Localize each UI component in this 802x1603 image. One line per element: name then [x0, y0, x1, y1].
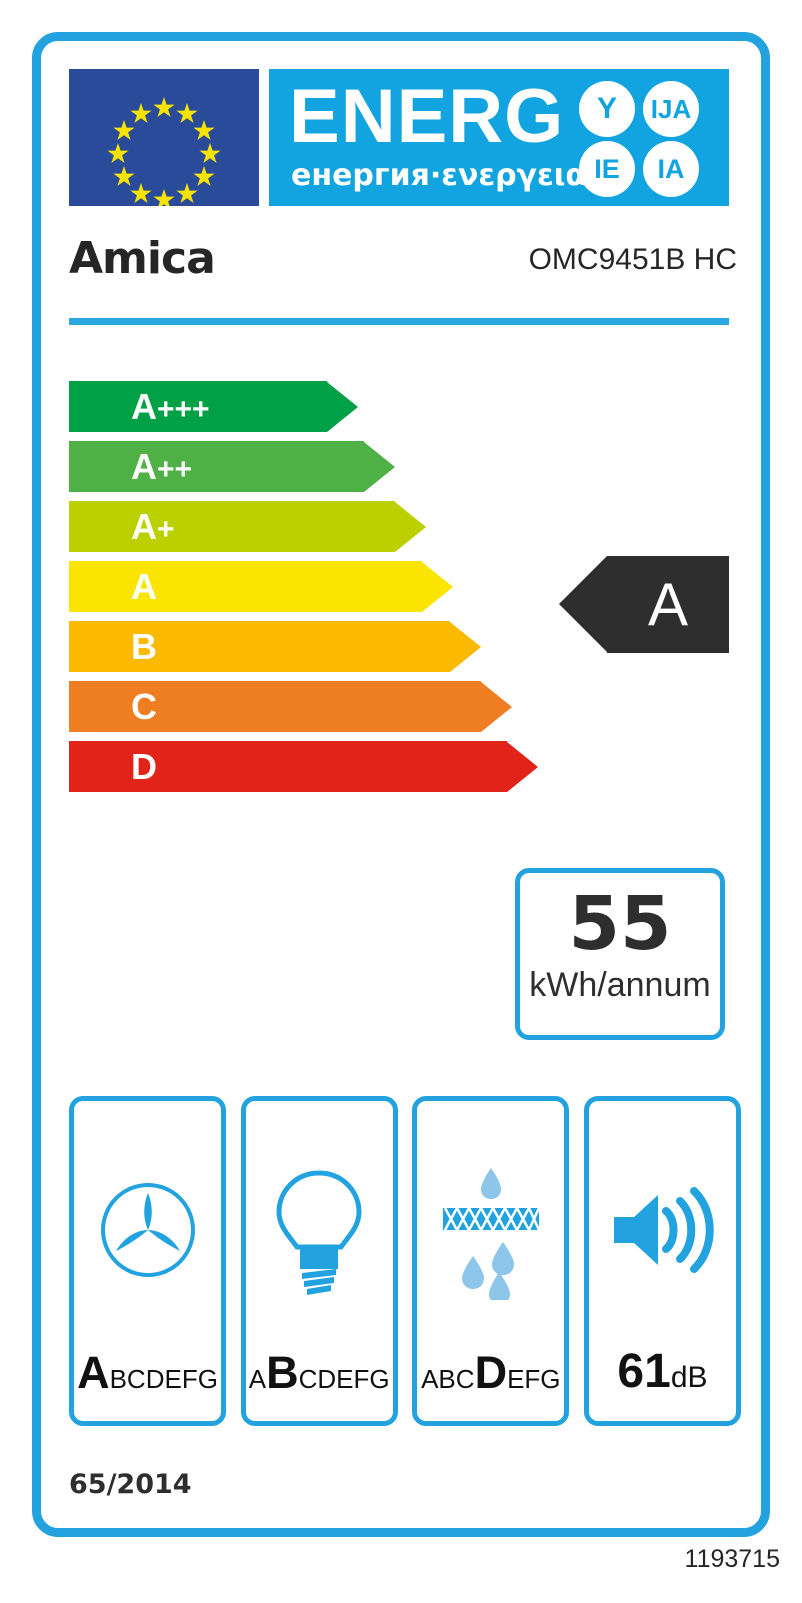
- regulation-reference: 65/2014: [69, 1469, 192, 1500]
- rating-arrow: A: [559, 556, 729, 653]
- energy-class-bar-tip: [450, 621, 481, 672]
- energy-class-label: D: [131, 745, 157, 787]
- energy-label-frame: ENERG енергия·ενεργεια Y IJA IE IA Amica…: [32, 32, 770, 1537]
- rating-arrow-letter: A: [647, 571, 689, 638]
- energy-class-bar: A+: [69, 501, 539, 552]
- metric-box: ABCDEFG: [69, 1096, 226, 1426]
- energy-class-bar-body: A+++: [69, 381, 327, 432]
- energ-word: ENERG: [289, 74, 565, 159]
- energ-banner: ENERG енергия·ενεργεια Y IJA IE IA: [269, 69, 729, 206]
- energy-class-bar: A: [69, 561, 539, 612]
- energy-class-bar-body: A+: [69, 501, 395, 552]
- fan-icon: [74, 1135, 221, 1325]
- energy-class-bar: C: [69, 681, 539, 732]
- rating-arrow-body: [607, 556, 729, 653]
- document-id: 1193715: [684, 1545, 780, 1573]
- energy-class-bar: A++: [69, 441, 539, 492]
- energy-consumption-box: 55 kWh/annum: [515, 868, 725, 1040]
- energy-class-scale: A+++ A++ A+ A B C D: [69, 381, 539, 801]
- lamp-icon: [246, 1135, 393, 1325]
- energy-class-label: A++: [131, 445, 193, 487]
- energy-class-bar-tip: [507, 741, 538, 792]
- metric-class-after: CDEFG: [298, 1364, 390, 1394]
- metric-caption: ABCDEFG: [246, 1347, 393, 1399]
- energ-subtitle: енергия·ενεργεια: [291, 158, 586, 193]
- rating-arrow-point: [559, 556, 607, 652]
- lang-circle-ia: IA: [643, 141, 699, 197]
- energy-consumption-unit: kWh/annum: [529, 966, 711, 1004]
- energy-class-bar-body: D: [69, 741, 507, 792]
- energy-class-label: A: [131, 565, 157, 607]
- energy-class-bar-tip: [327, 381, 358, 432]
- energy-class-bar-tip: [364, 441, 395, 492]
- metric-class-selected: B: [266, 1347, 299, 1398]
- lang-circle-ija: IJA: [643, 81, 699, 137]
- energy-class-bar-tip: [395, 501, 426, 552]
- energy-class-bar: A+++: [69, 381, 539, 432]
- brand-logo: Amica: [69, 233, 216, 284]
- model-identifier: OMC9451B HC: [528, 243, 737, 276]
- energy-class-bar-tip: [481, 681, 512, 732]
- energy-class-label: A+: [131, 505, 175, 547]
- metric-box: ABCDEFG: [240, 1096, 398, 1426]
- grease-filter-icon: [417, 1135, 564, 1325]
- metric-box: ABCDEFG: [412, 1096, 570, 1426]
- lang-circle-y: Y: [579, 81, 635, 137]
- energy-class-bar-tip: [422, 561, 453, 612]
- label-header: ENERG енергия·ενεργεια Y IJA IE IA: [69, 69, 729, 206]
- metric-class-after: BCDEFG: [109, 1364, 218, 1394]
- energy-class-bar: B: [69, 621, 539, 672]
- energy-class-bar: D: [69, 741, 539, 792]
- energy-class-bar-body: A++: [69, 441, 364, 492]
- metrics-row: ABCDEFG ABCDEFG ABCDEFG 61dB: [69, 1096, 741, 1426]
- metric-box: 61dB: [583, 1096, 741, 1426]
- noise-unit: dB: [670, 1361, 708, 1394]
- metric-caption: 61dB: [589, 1344, 736, 1399]
- energy-class-bar-body: B: [69, 621, 450, 672]
- metric-class-selected: D: [474, 1347, 508, 1398]
- metric-class-selected: A: [77, 1347, 110, 1398]
- sound-icon: [589, 1135, 736, 1325]
- energy-class-bar-body: A: [69, 561, 422, 612]
- metric-caption: ABCDEFG: [74, 1347, 221, 1399]
- energy-class-bar-body: C: [69, 681, 481, 732]
- energy-class-label: C: [131, 685, 157, 727]
- metric-class-before: ABC: [421, 1364, 475, 1394]
- eu-flag: [69, 69, 259, 206]
- energy-consumption-value: 55: [568, 881, 672, 967]
- header-divider: [69, 318, 729, 325]
- metric-caption: ABCDEFG: [417, 1347, 564, 1399]
- metric-class-before: A: [248, 1364, 267, 1394]
- noise-value: 61: [617, 1345, 671, 1398]
- lang-circle-ie: IE: [579, 141, 635, 197]
- energy-class-label: B: [131, 625, 157, 667]
- metric-class-after: EFG: [507, 1364, 561, 1394]
- energy-class-label: A+++: [131, 385, 210, 427]
